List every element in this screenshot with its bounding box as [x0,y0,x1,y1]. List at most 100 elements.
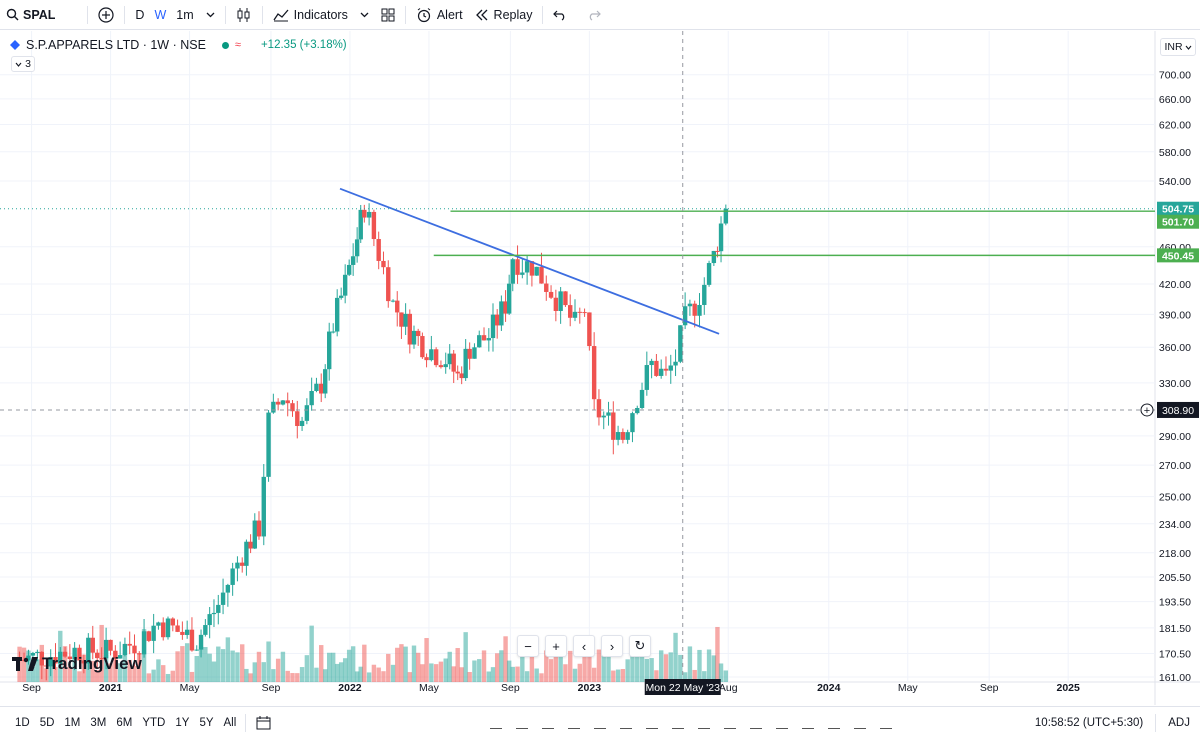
range-1y[interactable]: 1Y [175,716,190,729]
zoom-out-button[interactable]: − [517,635,539,657]
indicators-dropdown[interactable] [354,0,375,30]
volume-bar [639,655,645,682]
candle-body [314,383,319,391]
volume-bar [596,649,602,682]
drawing-tool-icon[interactable] [776,728,788,738]
candle-body [376,239,381,261]
tradingview-logo[interactable]: TradingView [12,654,142,674]
divider [87,5,89,24]
replay-button[interactable]: Replay [469,0,539,30]
range-1m[interactable]: 1M [64,716,81,729]
price-tick-label: 234.00 [1159,519,1191,531]
candle-body [198,634,204,650]
candle-body [620,432,626,440]
candle-body [678,325,683,362]
candle-body [230,568,235,585]
templates-button[interactable] [375,0,401,30]
compare-button[interactable] [92,0,120,30]
range-3m[interactable]: 3M [90,716,107,729]
drawing-tool-icon[interactable] [568,728,580,738]
drawing-tool-icon[interactable] [802,728,814,738]
candle-body [625,432,630,440]
interval-1m[interactable]: 1m [176,7,194,22]
volume-bar [443,658,448,682]
undo-button[interactable] [547,0,573,30]
candle-body [62,651,68,657]
candle-body [334,297,340,332]
grid [0,31,1200,705]
drawing-tool-icon[interactable] [542,728,554,738]
chart-legend: S.P.APPARELS LTD · 1W · NSE ≈ +12.35 (+3… [10,38,347,52]
range-5y[interactable]: 5Y [199,716,214,729]
range-5d[interactable]: 5D [39,716,55,729]
chart-type-button[interactable] [230,0,258,30]
interval-w[interactable]: W [154,7,167,22]
candle-body [706,263,712,285]
drawing-tool-icon[interactable] [698,728,710,738]
range-ytd[interactable]: YTD [142,716,166,729]
range-1d[interactable]: 1D [15,716,30,729]
drawing-tool-icon[interactable] [854,728,866,738]
volume-bar [510,666,515,682]
price-tick-label: 360.00 [1159,342,1191,354]
candle-body [438,365,444,368]
price-label-box [1157,248,1199,263]
candle-body [455,371,460,374]
candle-body [58,651,63,664]
alert-button[interactable]: Alert [410,0,469,30]
replay-label: Replay [493,7,533,22]
volume-bar [455,648,460,682]
drawing-tool-icon[interactable] [672,728,684,738]
volume-bar [156,659,161,682]
time-tick-label: Sep [501,682,520,694]
interval-dropdown[interactable] [200,0,221,30]
redo-button[interactable] [581,0,607,30]
candle-body [572,311,578,318]
drawing-tool-icon[interactable] [516,728,528,738]
drawing-tool-icon[interactable] [750,728,762,738]
candle-body [240,562,245,566]
chevron-down-icon [15,62,22,67]
scroll-left-button[interactable]: ‹ [573,635,595,657]
calendar-range-icon[interactable] [256,715,272,730]
indicators-collapse-button[interactable]: 3 [11,56,35,72]
symbol-search[interactable]: SPAL [0,0,61,30]
drawing-tool-icon[interactable] [880,728,892,738]
interval-d[interactable]: D [135,7,145,22]
price-tick-label: 170.50 [1159,649,1191,661]
price-chart[interactable]: + 700.00660.00620.00580.00540.00460.0042… [0,31,1200,705]
candle-body [95,652,100,659]
drawing-tool-icon[interactable] [646,728,658,738]
candle-body [161,622,166,638]
chart-area[interactable]: + 700.00 660.00 620.00 580.00 540.00 460.00 42… [0,31,1200,705]
candle-body [687,303,693,307]
candle-body [141,631,147,655]
range-6m[interactable]: 6M [116,716,133,729]
volume-bar [548,659,554,682]
volume-bar [244,668,249,682]
volume-bar [371,664,377,682]
volume-bar [697,649,702,682]
reset-chart-button[interactable]: ↻ [629,635,651,657]
volume-bar [30,666,36,682]
drawings[interactable]: + [0,31,1155,682]
drawing-tool-icon[interactable] [594,728,606,738]
drawing-tool-icon[interactable] [828,728,840,738]
drawing-tool-icon[interactable] [620,728,632,738]
clock[interactable]: 10:58:52 (UTC+5:30) [1034,717,1144,729]
drawing-tool-icon[interactable] [724,728,736,738]
drawing-tool-icon[interactable] [490,728,502,738]
zoom-in-button[interactable]: + [545,635,567,657]
candle-body [323,369,328,394]
volume-bar [122,644,128,682]
currency-selector[interactable]: INR [1160,38,1196,56]
scroll-right-button[interactable]: › [601,635,623,657]
adjust-toggle[interactable]: ADJ [1168,717,1190,729]
candle-body [175,625,180,632]
indicators-button[interactable]: Indicators [267,0,354,30]
add-alert-plus-icon [1140,403,1154,417]
candle-body [553,297,559,311]
divider [261,5,263,24]
volume-bar [203,647,208,682]
range-all[interactable]: All [223,716,237,729]
